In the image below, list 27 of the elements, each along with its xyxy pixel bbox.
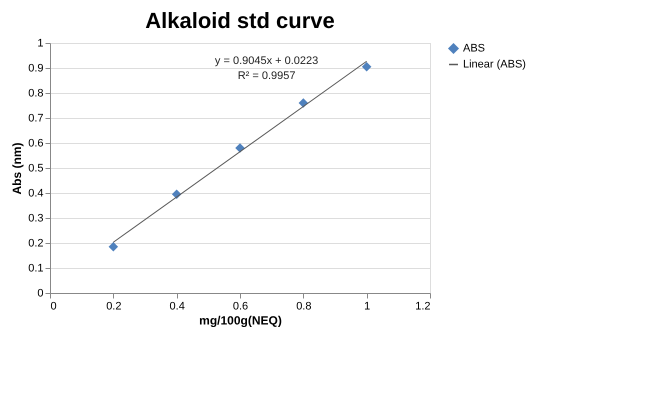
y-axis-title: Abs (nm) bbox=[10, 142, 24, 194]
y-tick-label: 0.7 bbox=[28, 112, 44, 124]
y-tick-label: 0.1 bbox=[28, 262, 44, 274]
legend-label: Linear (ABS) bbox=[463, 58, 526, 70]
x-tick-label: 1.2 bbox=[415, 300, 430, 312]
x-tick-label: 0 bbox=[50, 300, 57, 312]
y-tick-label: 0.3 bbox=[28, 212, 44, 224]
y-tick-label: 0.8 bbox=[28, 88, 44, 100]
chart-title: Alkaloid std curve bbox=[145, 8, 335, 33]
x-tick-label: 0.2 bbox=[106, 300, 122, 312]
x-tick-label: 0.8 bbox=[296, 300, 312, 312]
y-tick-label: 0.6 bbox=[28, 138, 44, 150]
x-tick-label: 0.4 bbox=[170, 300, 185, 312]
x-axis-title: mg/100g(NEQ) bbox=[199, 314, 282, 328]
y-tick-label: 1 bbox=[37, 38, 44, 50]
y-tick-label: 0.2 bbox=[28, 238, 44, 250]
y-tick-label: 0.9 bbox=[28, 62, 44, 74]
legend-label: ABS bbox=[463, 42, 486, 54]
x-tick-label: 1 bbox=[364, 300, 370, 312]
point bbox=[362, 62, 372, 72]
point bbox=[108, 242, 118, 252]
annotation: R² = 0.9957 bbox=[238, 70, 296, 82]
x-tick-label: 0.6 bbox=[232, 300, 248, 312]
annotation: y = 0.9045x + 0.0223 bbox=[214, 55, 318, 67]
y-tick-label: 0.5 bbox=[28, 162, 44, 174]
y-tick-label: 0 bbox=[37, 288, 44, 300]
y-tick-label: 0.4 bbox=[28, 188, 44, 200]
